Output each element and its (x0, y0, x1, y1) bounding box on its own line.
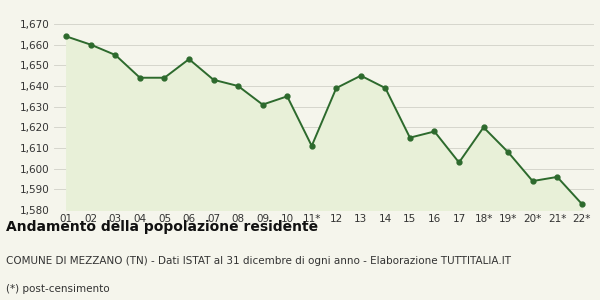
Text: COMUNE DI MEZZANO (TN) - Dati ISTAT al 31 dicembre di ogni anno - Elaborazione T: COMUNE DI MEZZANO (TN) - Dati ISTAT al 3… (6, 256, 511, 266)
Text: Andamento della popolazione residente: Andamento della popolazione residente (6, 220, 318, 235)
Text: (*) post-censimento: (*) post-censimento (6, 284, 110, 293)
